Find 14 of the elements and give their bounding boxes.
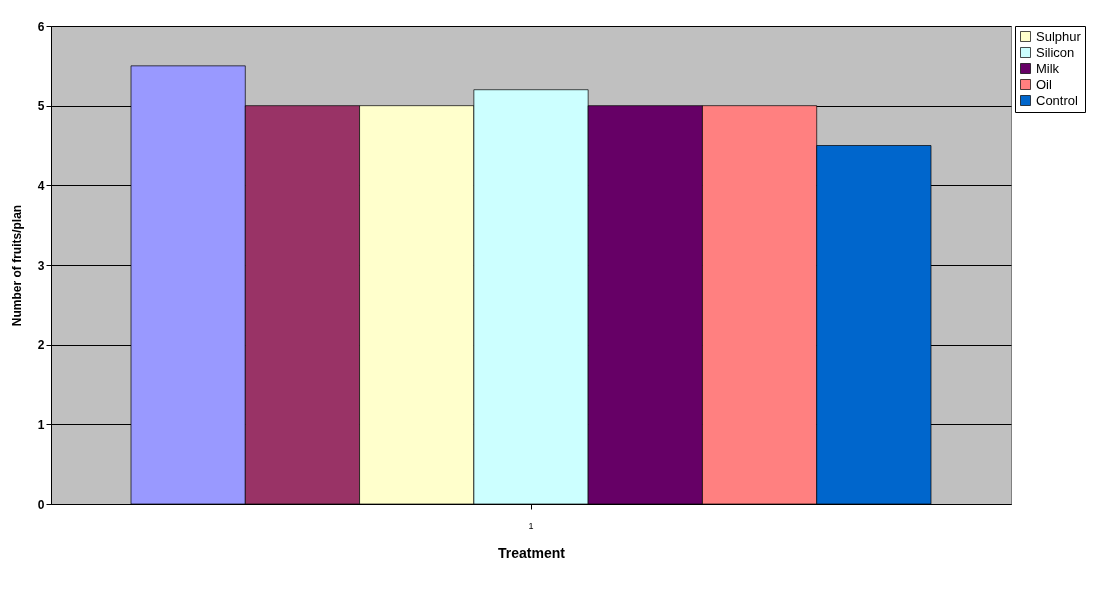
x-axis-title: Treatment bbox=[498, 544, 566, 561]
y-tick-label: 2 bbox=[37, 338, 45, 353]
y-tick-label: 4 bbox=[37, 178, 45, 193]
legend-label: Silicon bbox=[1036, 44, 1075, 60]
y-tick-label: 6 bbox=[37, 19, 45, 34]
legend-label: Milk bbox=[1036, 60, 1060, 76]
y-tick-label: 5 bbox=[37, 99, 45, 114]
y-tick-label: 1 bbox=[37, 417, 45, 432]
legend-label: Control bbox=[1036, 92, 1079, 108]
legend-label: Oil bbox=[1036, 76, 1052, 92]
y-tick-label: 3 bbox=[37, 258, 45, 273]
y-axis-title: Number of fruits/plan bbox=[9, 204, 24, 327]
legend-label: Sulphur bbox=[1036, 28, 1082, 44]
y-tick-label: 0 bbox=[37, 497, 45, 512]
